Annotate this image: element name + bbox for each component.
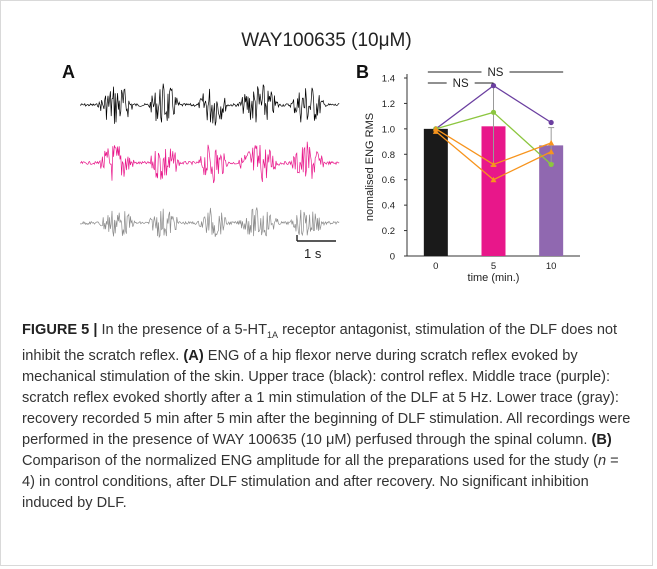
- panel-b-label: B: [356, 62, 369, 82]
- significance-label: NS: [488, 67, 504, 79]
- x-axis-label: time (min.): [468, 272, 520, 284]
- x-tick-label: 10: [546, 261, 557, 272]
- caption-text-4: Comparison of the normalized ENG amplitu…: [22, 452, 598, 469]
- y-tick-label: 0: [390, 252, 395, 263]
- line-point: [490, 83, 497, 89]
- line-point: [432, 128, 439, 134]
- line-point: [548, 119, 554, 126]
- y-tick-label: 0.8: [382, 150, 395, 161]
- figure-caption: FIGURE 5 | In the presence of a 5-HT1A r…: [22, 320, 634, 514]
- line-point: [548, 161, 554, 168]
- y-tick-label: 0.2: [382, 226, 395, 237]
- y-tick-label: 0.4: [382, 201, 395, 212]
- line-point: [490, 161, 497, 167]
- y-tick-label: 1.0: [382, 124, 395, 135]
- figure-title: WAY100635 (10μM): [241, 30, 412, 51]
- caption-text-2: receptor antagonist, stimulation of the …: [22, 322, 618, 364]
- y-tick-label: 1.2: [382, 99, 395, 110]
- y-axis-label: normalised ENG RMS: [364, 113, 376, 221]
- caption-n-label: n: [597, 452, 607, 469]
- caption-figure-number: FIGURE 5 |: [22, 322, 98, 338]
- eng-rms-chart: 0 0.2 0.4 0.6 0.8 1.0 1.2 1.4 normalised ENG RMS…: [364, 67, 580, 284]
- line-point: [548, 139, 555, 146]
- caption-text-5: = 4) in control conditions, after DLF st…: [22, 452, 619, 511]
- line-point: [490, 176, 497, 183]
- trace-3: [80, 207, 340, 239]
- caption-subscript: 1A: [267, 329, 279, 340]
- eng-traces: 1 s: [80, 83, 340, 260]
- y-tick-label: 0.6: [382, 175, 395, 186]
- x-tick-label: 5: [491, 261, 496, 272]
- y-tick-label: 1.4: [382, 74, 395, 85]
- panel-a-label: A: [62, 62, 75, 82]
- line-point: [490, 109, 497, 115]
- bar-0: [423, 128, 448, 256]
- trace-2: [80, 141, 340, 184]
- caption-a-label: (A): [183, 347, 204, 364]
- significance-label: NS: [453, 78, 469, 90]
- trace-1: [80, 83, 340, 126]
- scale-bar-label: 1 s: [304, 246, 322, 260]
- caption-text-1: In the presence of a 5-HT: [97, 322, 268, 338]
- x-tick-label: 0: [433, 261, 438, 272]
- caption-b-label: (B): [591, 431, 612, 448]
- caption-text-3: ENG of a hip flexor nerve during scratch…: [22, 347, 631, 448]
- line-point: [548, 148, 555, 155]
